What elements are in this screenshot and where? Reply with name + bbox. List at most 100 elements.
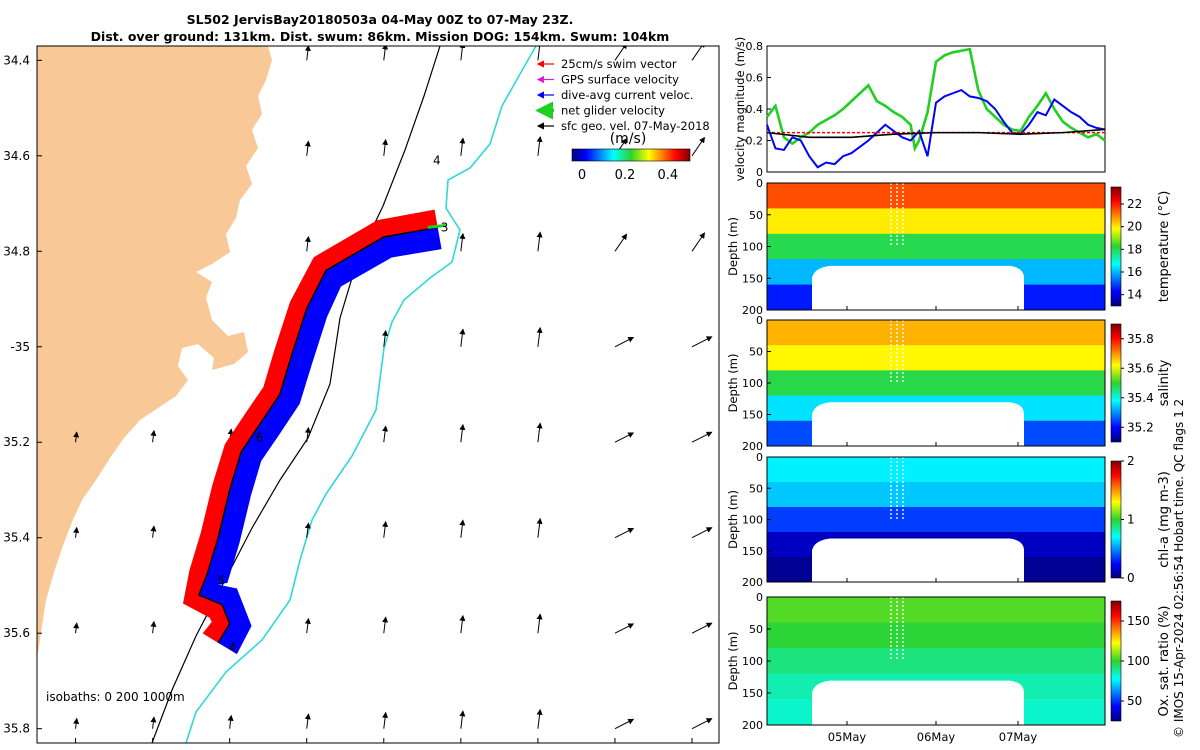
heat-ytick-label: 150 (742, 409, 763, 422)
sfc-vel-arrow (536, 231, 543, 252)
heat-ytick-label: 50 (749, 482, 763, 495)
no-data-region (812, 680, 1024, 725)
cbar-tick-label: 2 (1127, 454, 1135, 468)
cbar-title: (m/s) (610, 131, 647, 147)
sfc-vel-arrow (382, 138, 389, 156)
no-data-region (812, 402, 1024, 446)
sfc-vel-arrow (691, 718, 713, 730)
heatmap-layer (767, 233, 1105, 260)
vel-ylabel: velocity magnitude (m/s) (733, 37, 747, 182)
map-ytick-label: 35.4 (3, 531, 30, 545)
vel-ytick-label: 0 (756, 166, 763, 179)
heatmap-layer (767, 622, 1105, 649)
heat-ylabel: Depth (m) (726, 217, 740, 276)
vel-series-line (765, 47, 1106, 153)
cbar-tick-label: 0.4 (657, 168, 678, 183)
heatmap-layer (767, 370, 1105, 397)
map-colorbar: (m/s) 0 0.2 0.4 (571, 131, 691, 183)
sfc-vel-arrow (459, 137, 466, 156)
vel-ytick-label: 0.4 (746, 103, 764, 116)
net-velocity-arrow (427, 223, 446, 229)
map-ytick-label: 34.6 (3, 149, 30, 163)
heat-ytick-label: 200 (742, 576, 763, 589)
sfc-vel-arrow (382, 46, 389, 61)
heat-ytick-label: 0 (756, 591, 763, 604)
heat-ytick-label: 150 (742, 687, 763, 700)
heat-ytick-label: 50 (749, 346, 763, 359)
sfc-vel-arrow (614, 527, 635, 539)
heat-colorbar (1110, 186, 1122, 307)
sfc-vel-arrow (614, 623, 635, 634)
cbar-label: temperature (°C) (1157, 191, 1172, 303)
heat-ytick-label: 200 (742, 440, 763, 453)
cbar-gradient (571, 148, 691, 162)
sfc-vel-arrow (150, 525, 157, 538)
legend-label: sfc geo. vel. 07-May-2018 (561, 119, 710, 133)
sfc-vel-arrow (304, 617, 311, 634)
figure-title-line2: Dist. over ground: 131km. Dist. swum: 86… (90, 29, 670, 44)
sfc-vel-arrow (73, 622, 80, 634)
heat-ytick-label: 50 (749, 623, 763, 636)
heatmap-layer (767, 320, 1105, 346)
sfc-vel-arrow (304, 140, 311, 156)
vel-series-line (766, 128, 1106, 139)
cbar-tick-label: 35.8 (1127, 332, 1154, 346)
cbar-tick-label: 35.6 (1127, 361, 1154, 375)
sfc-vel-arrow (382, 329, 389, 347)
heatmap-panel-4: 0 50 100 150 200 Depth (m) 50 100 150 Ox. sat. ra… (726, 591, 1172, 744)
cbar-label: Ox. sat. ratio (%) (1157, 606, 1172, 717)
cbar-label: chl-a (mg m-3) (1157, 471, 1172, 568)
isobath-1000m (185, 46, 537, 743)
sfc-vel-arrow (382, 425, 389, 443)
day-label: 5 (217, 574, 225, 588)
glider-track (197, 226, 438, 644)
sfc-vel-arrow (614, 337, 635, 348)
heat-ytick-label: 150 (742, 272, 763, 285)
heatmap-layer (767, 482, 1105, 508)
sfc-vel-arrow (382, 616, 389, 634)
sfc-vel-arrow (459, 614, 466, 634)
dive-avg-current-band (198, 227, 442, 655)
map-ytick-label: -35 (10, 340, 30, 354)
sfc-vel-arrow (459, 519, 466, 538)
heat-xtick-label: 06May (917, 730, 956, 744)
sfc-vel-arrow (459, 710, 466, 729)
map-ytick-label: 35.2 (3, 435, 30, 449)
heatmap-layer (767, 183, 1105, 209)
map-legend: 25cm/s swim vector GPS surface velocitydi… (535, 57, 710, 133)
heat-ytick-label: 0 (756, 177, 763, 190)
land-coastline (37, 46, 272, 660)
sfc-vel-arrow (382, 711, 389, 729)
sfc-vel-arrow (691, 46, 706, 61)
vel-ytick-label: 0.8 (746, 40, 764, 53)
no-data-region (812, 538, 1024, 582)
sfc-vel-arrow (304, 713, 311, 729)
sfc-vel-arrow (459, 423, 466, 443)
sfc-vel-arrow (227, 714, 234, 729)
heat-ytick-label: 100 (742, 377, 763, 390)
heat-ytick-label: 150 (742, 545, 763, 558)
sfc-vel-arrow (304, 426, 311, 443)
day-label: 4 (229, 641, 237, 655)
day-label: 4 (433, 154, 441, 168)
cbar-tick-label: 0 (1127, 571, 1135, 585)
isobath-note: isobaths: 0 200 1000m (46, 690, 185, 704)
cbar-tick-label: 14 (1127, 288, 1142, 302)
sfc-vel-arrow (536, 422, 543, 443)
legend-label: 25cm/s swim vector (561, 57, 677, 71)
cbar-tick-label: 35.4 (1127, 391, 1154, 405)
cbar-tick-label: 20 (1127, 220, 1142, 234)
sfc-vel-arrow (73, 431, 80, 443)
heatmap-panel-1: 0 50 100 150 200 Depth (m) 14 16 18 20 22 temperatu… (726, 177, 1172, 317)
sfc-vel-arrow (691, 431, 713, 443)
cbar-tick-label: 100 (1127, 654, 1150, 668)
sfc-vel-arrow (536, 326, 543, 347)
sfc-vel-arrow (691, 527, 713, 539)
heat-xtick-label: 05May (828, 730, 867, 744)
map-ytick-label: 34.8 (3, 244, 30, 258)
heat-ylabel: Depth (m) (726, 490, 740, 549)
cbar-tick-label: 35.2 (1127, 420, 1154, 434)
sfc-vel-arrow (304, 235, 311, 252)
